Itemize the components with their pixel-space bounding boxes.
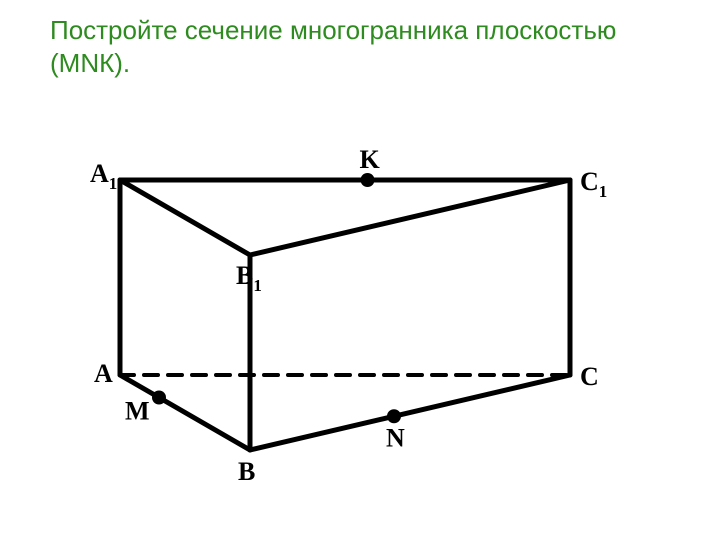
vertex-label-A: A — [94, 359, 113, 388]
vertex-label-C1: C1 — [580, 167, 607, 201]
vertex-label-B1: B1 — [236, 261, 262, 295]
prism-diagram: A B C A1 B1 C1 M N K — [60, 110, 650, 515]
vertex-label-A1: A1 — [90, 159, 117, 193]
task-title: Постройте сечение многогранника плоскост… — [50, 14, 670, 79]
point-M — [152, 391, 166, 405]
task-title-text: Постройте сечение многогранника плоскост… — [50, 15, 616, 78]
point-label-K: K — [360, 145, 381, 174]
vertex-label-C: C — [580, 362, 599, 391]
vertex-label-B: B — [238, 457, 255, 486]
point-label-N: N — [386, 423, 405, 452]
point-N — [387, 409, 401, 423]
point-label-M: M — [125, 397, 150, 426]
point-K — [361, 173, 375, 187]
prism-svg: A B C A1 B1 C1 M N K — [60, 110, 650, 510]
